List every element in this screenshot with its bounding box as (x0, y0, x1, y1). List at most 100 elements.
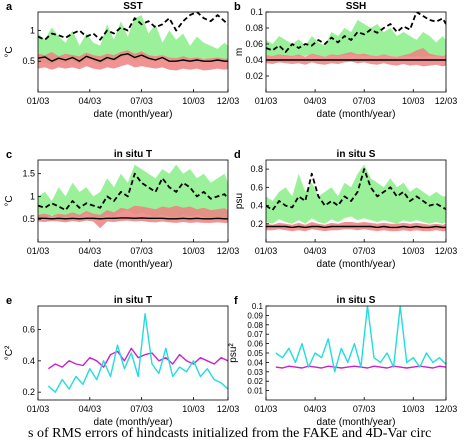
panel-e-xtick-label-0: 01/03 (27, 404, 50, 414)
panel-b-ylabel: m (234, 48, 245, 56)
panel-f-ytick-label-3: 0.04 (247, 358, 263, 367)
panel-a-xtick-label-4: 12/03 (217, 96, 240, 106)
panel-f-ytick-label-4: 0.05 (247, 349, 263, 358)
panel-a: 01/03 04/03 07/03 10/03 12/03 0.5 1 SST a date (m… (4, 1, 239, 120)
panel-c-band-0 (38, 164, 228, 220)
panel-e-xtick-label-3: 10/03 (182, 404, 205, 414)
panel-b-ytick-label-4: 0.1 (250, 7, 263, 17)
panel-e-ylabel: °C² (4, 345, 15, 360)
panel-e-xtick-label-4: 12/03 (217, 404, 240, 414)
panel-f-ytick-label-2: 0.03 (247, 368, 263, 377)
panel-c-line-2 (38, 172, 228, 212)
panel-d-xlabel: date (month/year) (317, 259, 396, 270)
panel-a-band-0 (38, 15, 228, 65)
panel-f-letter: f (234, 295, 238, 307)
panel-c-xtick-label-4: 12/03 (217, 246, 240, 256)
panel-f-frame (265, 305, 447, 401)
panel-a-xtick-label-0: 01/03 (27, 96, 50, 106)
panel-e-title: in situ T (114, 295, 152, 306)
panel-c-letter: c (6, 149, 12, 161)
panel-d-line-2 (266, 168, 446, 212)
panel-e-ytick-label-1: 0.4 (22, 356, 35, 366)
panel-a-frame (37, 11, 229, 93)
panel-b-plot-area (266, 12, 446, 67)
figure-caption-text: s of RMS errors of hindcasts initialized… (28, 426, 432, 441)
panel-e: 01/03 04/03 07/03 10/03 12/03 0.2 0.4 0.6 in sit… (4, 295, 239, 428)
panel-b-frame (265, 11, 447, 93)
panel-b-ytick-label-3: 0.08 (245, 23, 263, 33)
panel-c-ylabel: °C (4, 195, 15, 206)
panel-d-ytick-label-0: 0.2 (250, 219, 263, 229)
panel-d-xtick-label-4: 12/03 (435, 246, 458, 256)
panel-f-xtick-label-4: 12/03 (435, 404, 458, 414)
panel-b-xtick-label-4: 12/03 (435, 96, 458, 106)
panel-f-ytick-label-1: 0.02 (247, 377, 263, 386)
panel-b-band-1 (266, 48, 446, 67)
panel-c-ytick-label-1: 1 (30, 191, 35, 201)
panel-f-ytick-label-6: 0.07 (247, 330, 263, 339)
panel-b-ytick-label-1: 0.04 (245, 55, 263, 65)
panel-f-xlabel: date (month/year) (317, 417, 396, 428)
panel-f-xtick-label-0: 01/03 (255, 404, 278, 414)
panel-a-xlabel: date (month/year) (94, 109, 173, 120)
panel-c: 01/03 04/03 07/03 10/03 12/03 0.5 1 1.5 in situ … (4, 149, 239, 270)
panel-d-letter: d (234, 149, 241, 161)
panel-f-title: in situ S (337, 295, 376, 306)
panel-b-title: SSH (346, 1, 367, 12)
panel-f-xtick-label-1: 04/03 (304, 404, 327, 414)
panel-a-letter: a (6, 1, 13, 13)
panel-b-xtick-label-3: 10/03 (402, 96, 425, 106)
panel-e-xtick-label-2: 07/03 (130, 404, 153, 414)
panel-d-title: in situ S (337, 149, 376, 160)
panel-d-xtick-label-0: 01/03 (255, 246, 278, 256)
panel-b-letter: b (234, 1, 241, 13)
panel-a-line-2 (38, 12, 228, 41)
panel-c-band-1 (38, 205, 228, 229)
panel-d-xtick-label-3: 10/03 (402, 246, 425, 256)
panel-e-xlabel: date (month/year) (94, 417, 173, 428)
panel-b-line-2 (266, 12, 446, 53)
panel-f-xtick-label-2: 07/03 (353, 404, 376, 414)
panel-c-title: in situ T (114, 149, 152, 160)
panel-f-ytick-label-8: 0.09 (247, 311, 263, 320)
panel-d-ytick-label-1: 0.4 (250, 201, 263, 211)
panel-d-ytick-label-2: 0.6 (250, 182, 263, 192)
panel-e-plot-area (47, 313, 228, 393)
panel-e-line-0 (48, 347, 228, 370)
panel-a-xtick-label-1: 04/03 (79, 96, 102, 106)
panel-d-frame (265, 159, 447, 243)
panel-b-xtick-label-1: 04/03 (304, 96, 327, 106)
panel-f-plot-area (275, 306, 446, 373)
panel-a-band-1 (38, 50, 228, 71)
panel-b-xtick-label-0: 01/03 (255, 96, 278, 106)
panel-f-ytick-label-0: 0.01 (247, 387, 263, 396)
panel-c-xtick-label-1: 04/03 (79, 246, 102, 256)
panel-c-line-3 (38, 217, 228, 220)
panel-a-title: SST (123, 1, 142, 12)
panel-a-xtick-label-3: 10/03 (182, 96, 205, 106)
panel-b-band-0 (266, 20, 446, 57)
panel-a-ytick-label-0: 0.5 (22, 56, 35, 66)
panel-f: 01/03 04/03 07/03 10/03 12/030.010.020.030.0… (228, 295, 457, 428)
panel-f-xtick-label-3: 10/03 (402, 404, 425, 414)
panel-a-xtick-label-2: 07/03 (130, 96, 153, 106)
panel-e-line-1 (47, 313, 228, 393)
panel-e-frame (37, 305, 229, 401)
panel-c-xlabel: date (month/year) (94, 259, 173, 270)
panel-c-xtick-label-2: 07/03 (130, 246, 153, 256)
panel-d-line-3 (266, 225, 446, 229)
panel-d-xtick-label-1: 04/03 (304, 246, 327, 256)
panel-a-line-3 (38, 53, 228, 62)
panel-c-plot-area (38, 164, 228, 229)
panel-f-line-1 (275, 306, 446, 373)
panel-d-ylabel: psu (234, 193, 245, 209)
panel-a-ytick-label-1: 1 (30, 25, 35, 35)
panel-c-ytick-label-0: 0.5 (22, 214, 35, 224)
panel-b-xlabel: date (month/year) (317, 109, 396, 120)
panel-d-xtick-label-2: 07/03 (353, 246, 376, 256)
panel-c-ytick-label-2: 1.5 (22, 169, 35, 179)
panel-f-ytick-label-9: 0.1 (252, 302, 264, 311)
panel-f-ylabel: psu² (228, 343, 239, 363)
panel-f-ytick-label-5: 0.06 (247, 340, 263, 349)
